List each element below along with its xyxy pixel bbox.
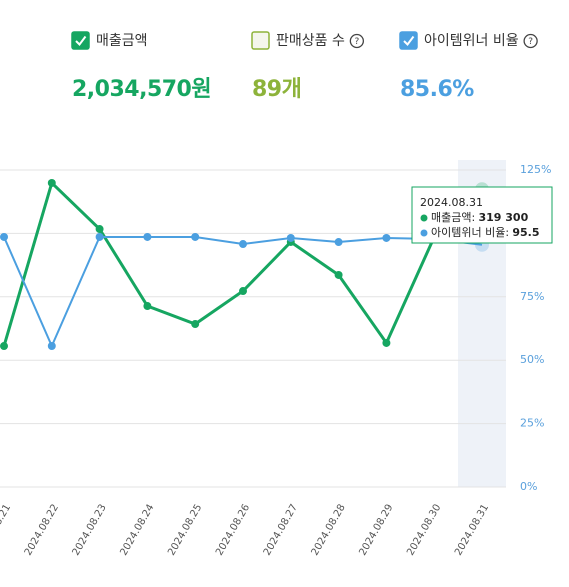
tooltip-dot bbox=[420, 214, 428, 222]
x-tick-label: 2024.08.31 bbox=[453, 503, 491, 558]
data-point bbox=[286, 233, 295, 242]
data-point bbox=[191, 232, 200, 241]
data-point bbox=[0, 342, 8, 351]
tooltip-colon: : bbox=[505, 226, 509, 239]
data-point bbox=[143, 232, 152, 241]
help-mark: ? bbox=[354, 37, 359, 47]
tooltip-value: 95.5 bbox=[512, 226, 539, 239]
check-icon bbox=[75, 35, 87, 47]
data-point bbox=[191, 320, 200, 329]
tooltip-name: 아이템위너 비율 bbox=[431, 226, 505, 239]
data-point bbox=[334, 238, 343, 247]
checkbox[interactable] bbox=[251, 31, 270, 50]
kpi-value: 85.6% bbox=[400, 77, 474, 102]
data-point bbox=[95, 232, 104, 241]
legend-label: 판매상품 수 bbox=[276, 33, 345, 49]
data-point bbox=[382, 338, 391, 347]
tooltip-value: 319 300 bbox=[478, 211, 528, 224]
kpi-value: 2,034,570원 bbox=[72, 77, 211, 102]
tooltip-name: 매출금액 bbox=[431, 211, 471, 224]
series-line bbox=[2, 180, 484, 347]
y-tick-label: 50% bbox=[520, 353, 544, 366]
data-point bbox=[47, 341, 56, 350]
tooltip-colon: : bbox=[471, 211, 475, 224]
help-icon[interactable] bbox=[349, 33, 365, 49]
help-icon[interactable] bbox=[523, 33, 538, 49]
help-mark: ? bbox=[528, 37, 533, 47]
y-tick-label: 125% bbox=[520, 163, 551, 176]
x-tick-label: 2024.08.26 bbox=[214, 503, 252, 558]
legend-label: 아이템위너 비율 bbox=[424, 33, 519, 49]
kpi-value: 89개 bbox=[252, 77, 301, 102]
x-tick-label: 2024.08.25 bbox=[166, 503, 204, 558]
data-point bbox=[334, 270, 343, 279]
tooltip-box bbox=[411, 186, 553, 244]
y-tick-label: 0% bbox=[520, 480, 537, 493]
checkbox[interactable] bbox=[71, 31, 90, 50]
x-tick-label: 2024.08.24 bbox=[118, 503, 156, 558]
data-point bbox=[239, 287, 247, 296]
data-point bbox=[382, 233, 391, 242]
data-point bbox=[47, 178, 56, 187]
legend-label: 매출금액 bbox=[96, 33, 148, 49]
check-icon bbox=[403, 35, 415, 47]
x-tick-label: 2024.08.29 bbox=[357, 503, 395, 558]
tooltip-dot bbox=[420, 229, 428, 237]
y-tick-label: 75% bbox=[520, 290, 544, 303]
data-point bbox=[0, 232, 8, 241]
tooltip-date: 2024.08.31 bbox=[420, 196, 483, 209]
x-tick-label: 2024.08.27 bbox=[262, 503, 300, 558]
x-tick-label: 2024.08.30 bbox=[405, 503, 443, 558]
x-tick-label: 2024.08.23 bbox=[71, 503, 109, 558]
data-point bbox=[143, 302, 152, 311]
y-tick-label: 25% bbox=[520, 417, 544, 430]
data-point bbox=[95, 225, 104, 234]
x-tick-label: 2024.08.21 bbox=[0, 503, 13, 558]
data-point bbox=[239, 240, 247, 249]
checkbox[interactable] bbox=[399, 31, 418, 50]
x-tick-label: 2024.08.28 bbox=[310, 503, 348, 558]
x-tick-label: 2024.08.22 bbox=[23, 503, 61, 558]
